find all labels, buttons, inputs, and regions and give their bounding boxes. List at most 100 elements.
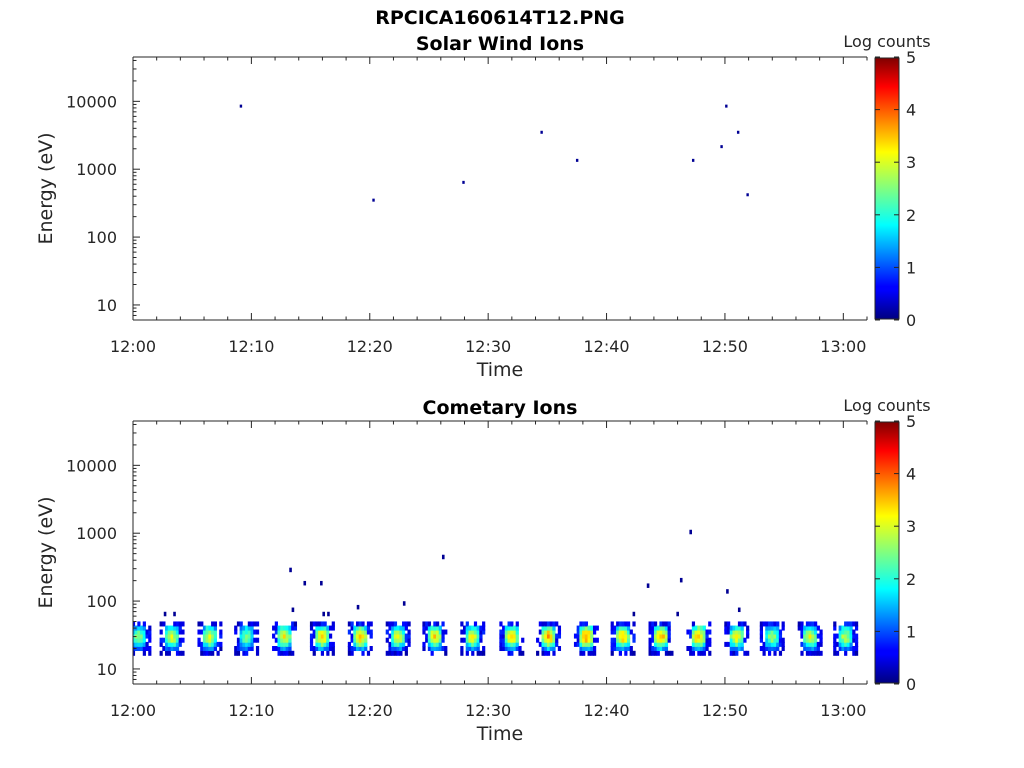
data-cell [651, 650, 655, 656]
data-cell [315, 621, 319, 627]
data-cell [318, 629, 322, 635]
data-cell [277, 650, 281, 656]
data-cell [541, 646, 545, 652]
data-cell [656, 625, 660, 631]
y-tick-label: 10 [97, 296, 117, 315]
data-cell [369, 646, 373, 652]
data-cell [167, 637, 171, 643]
data-cell [202, 629, 207, 635]
data-cell [465, 621, 469, 627]
data-cell [702, 641, 706, 647]
data-cell [353, 633, 357, 639]
data-cell [358, 641, 362, 647]
data-cell [616, 625, 620, 631]
data-cell [202, 633, 207, 639]
data-cell [247, 625, 251, 631]
data-cell [422, 646, 426, 652]
data-cell [844, 633, 848, 639]
data-cell [285, 641, 289, 647]
data-cell [811, 641, 815, 647]
data-cell [242, 646, 246, 652]
data-cell [178, 621, 182, 627]
data-cell [353, 625, 357, 631]
data-cell [430, 625, 434, 631]
data-cell [277, 625, 281, 631]
data-cell [236, 621, 241, 627]
data-cell [576, 633, 580, 639]
data-cell [697, 625, 701, 631]
data-cell [697, 637, 701, 643]
data-cell [391, 621, 395, 627]
data-cell [482, 629, 486, 635]
data-cell [476, 646, 480, 652]
colorbar [874, 57, 900, 320]
data-cell [651, 629, 655, 635]
data-cell [697, 641, 701, 647]
data-cell [326, 650, 330, 656]
data-cell [353, 629, 357, 635]
data-cell [393, 650, 398, 656]
data-cell [142, 641, 146, 647]
data-cell [626, 625, 631, 631]
data-cell [759, 629, 763, 635]
data-cell [544, 633, 548, 639]
data-cell [288, 646, 292, 652]
data-cell [694, 633, 698, 639]
data-cell [697, 646, 701, 652]
data-cell [328, 641, 333, 647]
data-cell [438, 646, 442, 652]
data-cell [592, 646, 597, 652]
data-cell [277, 637, 281, 643]
data-cell [282, 633, 287, 639]
data-cell [178, 641, 182, 647]
data-cell [841, 633, 845, 639]
data-cell [610, 621, 614, 627]
data-cell [364, 646, 368, 652]
data-cell [250, 621, 254, 627]
data-cell [816, 625, 820, 631]
data-cell [781, 641, 785, 647]
data-cell [549, 629, 553, 635]
data-cell [391, 633, 395, 639]
data-cell [705, 629, 709, 635]
data-cell [808, 621, 812, 627]
data-cell [242, 629, 246, 635]
data-cell [814, 641, 818, 647]
data-cell [444, 646, 448, 652]
data-cell [846, 629, 851, 635]
data-cell [499, 629, 503, 635]
data-cell [743, 621, 747, 627]
data-cell [173, 629, 177, 635]
data-cell [239, 646, 243, 652]
data-cell [854, 650, 859, 656]
data-cell [552, 633, 556, 639]
data-cell [318, 625, 322, 631]
data-cell [510, 621, 514, 627]
data-cell [173, 641, 177, 647]
data-cell [819, 641, 823, 647]
data-cell [767, 646, 772, 652]
data-cell [587, 633, 591, 639]
data-cell [245, 646, 249, 652]
data-cell [618, 625, 622, 631]
data-cell [576, 637, 580, 643]
data-cell [178, 650, 182, 656]
data-cell [239, 621, 243, 627]
data-cell [544, 650, 548, 656]
data-cell [544, 646, 548, 652]
data-cell [399, 633, 403, 639]
data-cell [770, 625, 774, 631]
data-cell [326, 646, 330, 652]
data-cell [274, 637, 278, 643]
data-cell [737, 637, 742, 643]
data-cell [175, 641, 180, 647]
y-tick-label: 100 [86, 228, 117, 247]
data-cell [479, 637, 483, 643]
data-cell [433, 641, 437, 647]
data-cell [175, 646, 180, 652]
data-cell [576, 629, 580, 635]
data-cell [653, 641, 658, 647]
data-cell [521, 650, 525, 656]
data-cell [280, 637, 284, 643]
